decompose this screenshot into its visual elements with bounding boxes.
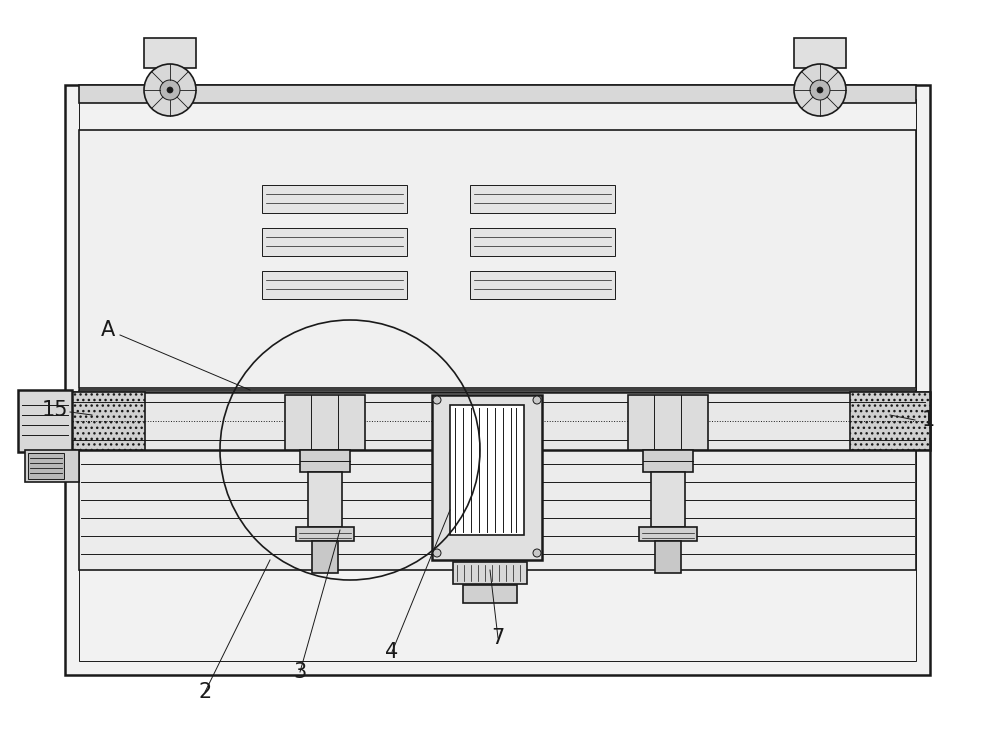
Bar [262, 271, 407, 299]
Bar [285, 395, 365, 450]
Bar [463, 585, 517, 603]
Circle shape [433, 549, 441, 557]
Circle shape [160, 80, 180, 100]
Bar [432, 395, 542, 560]
Text: 2: 2 [198, 682, 212, 702]
Bar [639, 527, 697, 541]
Bar [470, 271, 615, 299]
Circle shape [533, 549, 541, 557]
Bar [651, 472, 685, 527]
Circle shape [144, 64, 196, 116]
Text: 7: 7 [491, 628, 505, 648]
Text: A: A [101, 320, 115, 340]
Circle shape [533, 396, 541, 404]
Bar [296, 527, 354, 541]
Circle shape [433, 396, 441, 404]
Bar [79, 99, 916, 661]
Text: 15: 15 [42, 400, 68, 420]
Circle shape [167, 87, 173, 93]
Bar [470, 185, 615, 213]
Bar [300, 450, 350, 472]
Text: 1: 1 [921, 410, 935, 430]
Bar [628, 395, 708, 450]
Bar [144, 38, 196, 68]
Bar [262, 185, 407, 213]
Text: 3: 3 [293, 662, 307, 682]
Circle shape [794, 64, 846, 116]
Bar [312, 541, 338, 573]
Bar [65, 85, 930, 675]
Bar [28, 453, 64, 479]
Bar [470, 228, 615, 256]
Circle shape [810, 80, 830, 100]
Bar [453, 562, 527, 584]
Bar [79, 85, 916, 103]
Bar [18, 390, 72, 452]
Bar [308, 472, 342, 527]
Bar [643, 450, 693, 472]
Bar [25, 450, 79, 482]
Bar [79, 130, 916, 388]
Bar [794, 38, 846, 68]
Bar [65, 392, 930, 450]
Bar [450, 405, 524, 535]
Text: 4: 4 [385, 642, 399, 662]
Circle shape [817, 87, 823, 93]
Bar [655, 541, 681, 573]
Bar [79, 390, 916, 570]
Bar [65, 392, 145, 450]
Bar [262, 228, 407, 256]
Bar [850, 392, 930, 450]
